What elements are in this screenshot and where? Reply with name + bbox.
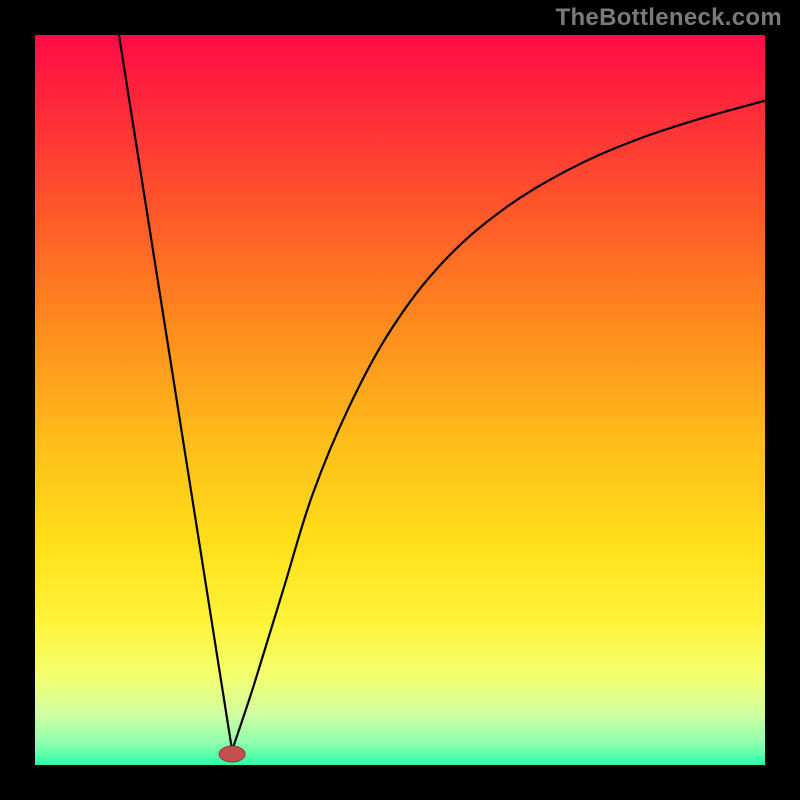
- bottleneck-plot: [35, 35, 765, 765]
- gradient-background: [35, 35, 765, 765]
- chart-frame: TheBottleneck.com: [0, 0, 800, 800]
- source-watermark: TheBottleneck.com: [556, 4, 782, 32]
- minimum-marker: [219, 746, 245, 762]
